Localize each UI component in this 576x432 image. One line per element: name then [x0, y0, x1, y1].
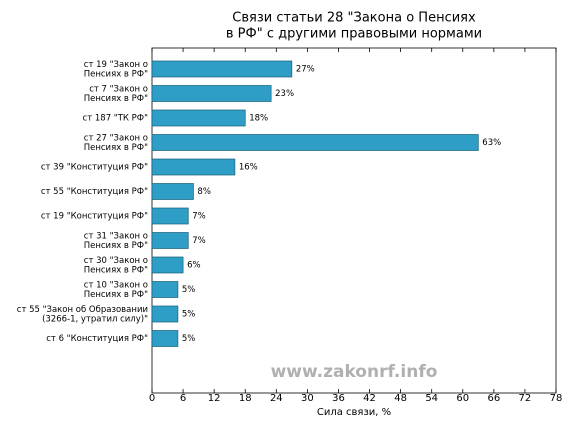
x-tick-label: 42: [363, 393, 376, 404]
y-tick-label: ст 30 "Закон о: [84, 256, 148, 266]
value-label: 27%: [296, 65, 315, 75]
y-tick-label: ст 187 "ТК РФ": [83, 114, 149, 124]
x-tick-label: 24: [270, 393, 283, 404]
bar: [151, 207, 189, 225]
x-axis-label: Сила связи, %: [317, 407, 391, 418]
x-tick-label: 66: [487, 393, 500, 404]
value-label: 5%: [182, 285, 196, 295]
value-label: 23%: [275, 89, 294, 99]
y-tick-label: ст 31 "Закон о: [84, 231, 148, 241]
bar: [151, 305, 179, 323]
chart-title: в РФ" с другими правовыми нормами: [226, 27, 482, 42]
bar: [151, 183, 194, 200]
value-label: 16%: [239, 163, 258, 173]
x-tick-label: 72: [519, 393, 532, 404]
bar: [151, 232, 189, 249]
y-tick-label: ст 19 "Закон о: [84, 60, 148, 70]
value-label: 5%: [182, 310, 196, 320]
bar: [151, 109, 246, 127]
x-tick-label: 36: [332, 393, 345, 404]
value-label: 7%: [192, 236, 206, 246]
value-label: 63%: [482, 138, 501, 148]
y-tick-label: Пенсиях в РФ": [84, 69, 148, 79]
y-tick-label: (3266-1, утратил силу)": [42, 314, 148, 324]
y-tick-label: ст 55 "Конституция РФ": [41, 187, 148, 197]
bar: [151, 85, 272, 102]
x-tick-label: 18: [239, 393, 252, 404]
y-tick-label: ст 39 "Конституция РФ": [41, 163, 148, 173]
bar: [151, 281, 179, 298]
x-tick-label: 6: [180, 393, 186, 404]
bar: [151, 158, 236, 176]
bar: [151, 330, 179, 347]
y-tick-label: Пенсиях в РФ": [84, 290, 148, 300]
bar: [151, 134, 479, 151]
x-tick-label: 54: [425, 393, 438, 404]
y-tick-label: Пенсиях в РФ": [84, 94, 148, 104]
value-label: 6%: [187, 261, 201, 271]
watermark: www.zakonrf.info: [271, 362, 438, 382]
x-tick-label: 0: [149, 393, 155, 404]
x-tick-label: 12: [208, 393, 221, 404]
y-tick-label: ст 6 "Конституция РФ": [46, 334, 148, 344]
value-label: 8%: [197, 187, 211, 197]
x-tick-label: 78: [550, 393, 563, 404]
y-tick-label: ст 10 "Закон о: [84, 280, 148, 290]
value-label: 5%: [182, 334, 196, 344]
y-tick-label: ст 55 "Закон об Образовании: [17, 305, 148, 315]
y-tick-label: ст 7 "Закон о: [89, 84, 148, 94]
x-tick-label: 60: [456, 393, 469, 404]
y-tick-label: Пенсиях в РФ": [84, 265, 148, 275]
x-tick-label: 30: [301, 393, 314, 404]
value-label: 18%: [249, 114, 268, 124]
x-tick-label: 48: [394, 393, 407, 404]
value-label: 7%: [192, 212, 206, 222]
y-tick-label: ст 19 "Конституция РФ": [41, 212, 148, 222]
y-tick-label: Пенсиях в РФ": [84, 241, 148, 251]
bar: [151, 60, 293, 78]
bar: [151, 256, 184, 274]
y-tick-label: ст 27 "Закон о: [84, 133, 148, 143]
y-tick-label: Пенсиях в РФ": [84, 143, 148, 153]
chart-title: Связи статьи 28 "Закона о Пенсиях: [232, 11, 476, 26]
